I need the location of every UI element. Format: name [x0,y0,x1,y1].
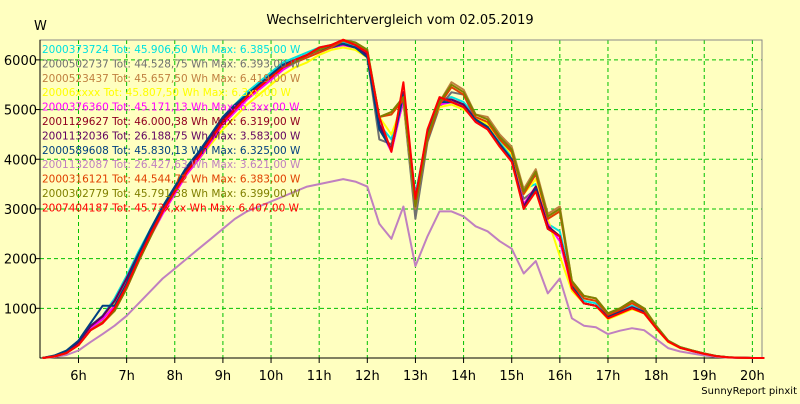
legend-entry-2001132036: 2001132036 Tot: 26.188,75 Wh Max: 3.583,… [42,130,301,142]
x-tick-label: 15h [499,369,524,384]
legend: 2000373724 Tot: 45.906,50 Wh Max: 6.385,… [42,44,301,214]
legend-entry-2000589608: 2000589608 Tot: 45.830,13 Wh Max: 6.325,… [42,145,301,157]
series-layer [42,38,765,359]
x-tick-label: 13h [403,369,428,384]
legend-entry-2000376360: 2000376360 Tot: 45.171,13 Wh Max: 6.3xx,… [42,102,300,114]
x-tick-label: 17h [596,369,621,384]
y-tick-label: 6000 [4,54,37,69]
y-tick-label: 1000 [4,302,37,317]
x-tick-label: 7h [118,369,135,384]
y-tick-label: 3000 [4,203,37,218]
x-tick-label: 6h [70,369,87,384]
x-tick-label: 19h [692,369,717,384]
legend-entry-2000316121: 2000316121 Tot: 44.544,72 Wh Max: 6.383,… [42,174,301,186]
x-tick-label: 18h [644,369,669,384]
legend-entry-20006xxxx: 20006xxxx Tot: 45.807,50 Wh Max: 6.3xx,0… [42,87,292,99]
axis-layer: 6h 7h 8h 9h 10h 11h 12h 13h 14h 15h 16h 17h 18h 19h 20… [4,39,765,384]
legend-entry-2000523437: 2000523437 Tot: 45.657,50 Wh Max: 6.419,… [42,73,301,85]
legend-entry-2001129627: 2001129627 Tot: 46.000,38 Wh Max: 6.319,… [42,116,301,128]
y-tick-label: 2000 [4,253,37,268]
legend-entry-2007404187: 2007404187 Tot: 45.73x,xx Wh Max: 6.407,… [42,202,300,214]
chart-title: Wechselrichtervergleich vom 02.05.2019 [266,13,533,28]
x-tick-label: 8h [167,369,184,384]
legend-entry-2000373724: 2000373724 Tot: 45.906,50 Wh Max: 6.385,… [42,44,301,56]
x-tick-label: 12h [355,369,380,384]
y-tick-label: 4000 [4,153,37,168]
legend-entry-2000502737: 2000502737 Tot: 44.528,75 Wh Max: 6.393,… [42,58,301,70]
footer-credit: SunnyReport pinxit [701,386,797,397]
series-line-2001132087 [42,178,765,359]
x-tick-label: 10h [259,369,284,384]
y-axis-label: W [34,19,47,34]
legend-entry-2000302779: 2000302779 Tot: 45.791,38 Wh Max: 6.399,… [42,188,301,200]
x-tick-label: 14h [451,369,476,384]
grid-layer [40,40,762,358]
x-tick-label: 9h [215,369,232,384]
x-tick-label: 11h [307,369,332,384]
x-tick-label: 20h [740,369,765,384]
series-line-2007404187 [42,38,765,359]
legend-entry-2001132087: 2001132087 Tot: 26.427,63 Wh Max: 3.621,… [42,159,301,171]
y-tick-label: 5000 [4,104,37,119]
x-tick-label: 16h [547,369,572,384]
